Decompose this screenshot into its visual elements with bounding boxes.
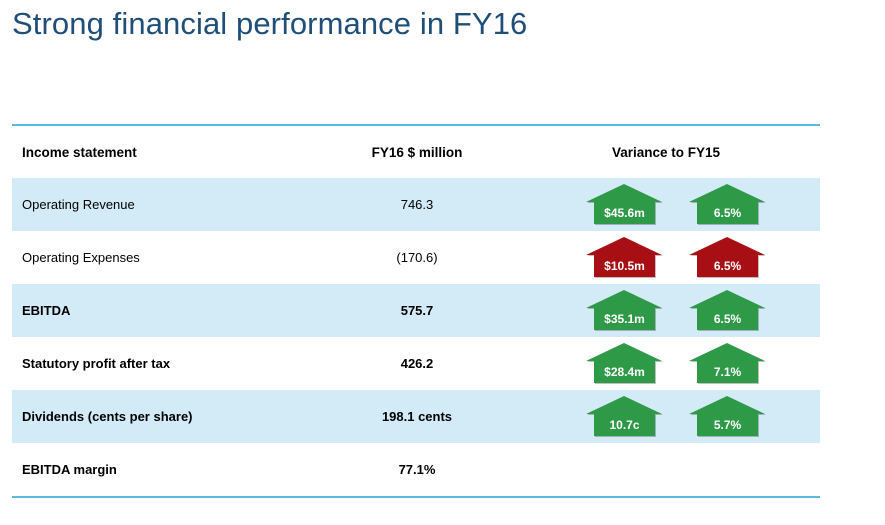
row-label: Operating Revenue <box>22 197 135 212</box>
variance-cell: $10.5m 6.5% <box>566 236 766 279</box>
arrow-head <box>586 395 662 414</box>
arrow-head <box>689 395 765 414</box>
variance-value: 7.1% <box>697 360 758 383</box>
row-value: 426.2 <box>400 356 434 371</box>
green-up-arrow-icon: $45.6m <box>586 183 663 226</box>
arrow-head <box>689 289 765 308</box>
variance-value: $28.4m <box>594 360 655 383</box>
row-variance: $28.4m 7.1% <box>512 342 820 385</box>
table-row: Dividends (cents per share) 198.1 cents 10… <box>12 390 820 443</box>
green-up-arrow-icon: $28.4m <box>586 342 663 385</box>
row-value: 198.1 cents <box>381 409 453 424</box>
table-row: Operating Expenses (170.6) $10.5m 6.5% <box>12 231 820 284</box>
header-income-statement: Income statement <box>22 144 137 160</box>
table-row: EBITDA 575.7 $35.1m 6.5% <box>12 284 820 337</box>
row-value: 746.3 <box>400 197 434 212</box>
red-up-arrow-icon: 6.5% <box>689 236 766 279</box>
green-up-arrow-icon: 7.1% <box>689 342 766 385</box>
table-bottom-rule <box>12 496 820 498</box>
header-variance: Variance to FY15 <box>611 144 721 160</box>
row-value: 77.1% <box>398 462 436 477</box>
variance-value: 5.7% <box>697 413 758 436</box>
green-up-arrow-icon: 6.5% <box>689 289 766 332</box>
row-label: Dividends (cents per share) <box>22 409 193 424</box>
row-label: Statutory profit after tax <box>22 356 171 371</box>
row-variance: $10.5m 6.5% <box>512 236 820 279</box>
table-body: Operating Revenue 746.3 $45.6m 6.5% Operatin… <box>12 178 820 496</box>
arrow-head <box>689 342 765 361</box>
table-header-row: Income statement FY16 $ million Variance… <box>12 126 820 178</box>
arrow-head <box>689 236 765 255</box>
header-fy16: FY16 $ million <box>371 144 463 160</box>
arrow-head <box>586 183 662 202</box>
income-statement-table: Income statement FY16 $ million Variance… <box>12 124 820 498</box>
row-label: EBITDA <box>22 303 71 318</box>
table-top-rule <box>12 124 820 126</box>
variance-cell: $28.4m 7.1% <box>566 342 766 385</box>
green-up-arrow-icon: 10.7c <box>586 395 663 438</box>
row-label: EBITDA margin <box>22 462 117 477</box>
arrow-head <box>586 342 662 361</box>
table-row: Operating Revenue 746.3 $45.6m 6.5% <box>12 178 820 231</box>
variance-value: 10.7c <box>594 413 655 436</box>
variance-value: 6.5% <box>697 254 758 277</box>
green-up-arrow-icon: $35.1m <box>586 289 663 332</box>
row-value: (170.6) <box>396 250 438 265</box>
variance-value: 6.5% <box>697 201 758 224</box>
arrow-head <box>586 289 662 308</box>
table-row: EBITDA margin 77.1% <box>12 443 820 496</box>
variance-value: 6.5% <box>697 307 758 330</box>
arrow-head <box>689 183 765 202</box>
row-variance: $35.1m 6.5% <box>512 289 820 332</box>
variance-value: $45.6m <box>594 201 655 224</box>
row-variance: $45.6m 6.5% <box>512 183 820 226</box>
variance-cell: $35.1m 6.5% <box>566 289 766 332</box>
variance-value: $35.1m <box>594 307 655 330</box>
green-up-arrow-icon: 5.7% <box>689 395 766 438</box>
table-row: Statutory profit after tax 426.2 $28.4m 7.1… <box>12 337 820 390</box>
variance-cell: 10.7c 5.7% <box>566 395 766 438</box>
row-variance: 10.7c 5.7% <box>512 395 820 438</box>
red-up-arrow-icon: $10.5m <box>586 236 663 279</box>
row-value: 575.7 <box>400 303 434 318</box>
variance-cell: $45.6m 6.5% <box>566 183 766 226</box>
slide-title: Strong financial performance in FY16 <box>12 6 528 41</box>
variance-value: $10.5m <box>594 254 655 277</box>
green-up-arrow-icon: 6.5% <box>689 183 766 226</box>
row-label: Operating Expenses <box>22 250 140 265</box>
arrow-head <box>586 236 662 255</box>
